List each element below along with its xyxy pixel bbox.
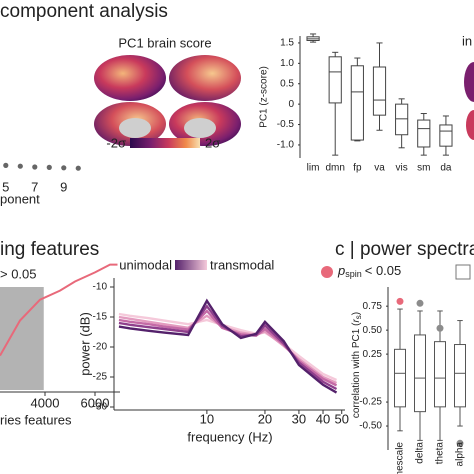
x-tick-label: 30 (292, 411, 306, 426)
y-tick-label: -10 (93, 282, 108, 293)
x-tick-label: sm (417, 163, 430, 174)
y-axis-label: power (dB) (77, 312, 92, 376)
x-tick-label: dmn (325, 163, 344, 174)
y-label-start: correlation with PC1 ( (351, 322, 362, 418)
panel-title: c | power spectra (335, 239, 474, 260)
outlier (456, 439, 464, 447)
colorbar-label: unimodal (119, 257, 172, 272)
box (350, 65, 364, 141)
box (434, 341, 446, 408)
point (17, 163, 23, 169)
x-tick-label: 7 (31, 179, 38, 194)
x-tick-label: fp (353, 163, 362, 174)
brain-maps (94, 55, 474, 146)
y-label-var: r (351, 319, 362, 323)
x-axis-label: frequency (Hz) (187, 429, 272, 444)
x-tick-label: 10 (200, 411, 214, 426)
point (61, 165, 67, 171)
box (394, 348, 406, 408)
legend-subscript: spin (345, 269, 362, 279)
legend-text: pspin < 0.05 (337, 263, 401, 279)
outlier (416, 299, 424, 307)
x-tick-label: theta (435, 442, 446, 465)
x-tick-label: 5 (2, 179, 9, 194)
x-tick-label: 9 (60, 179, 67, 194)
box (372, 66, 387, 116)
y-label-end: ) (351, 312, 362, 315)
box (328, 56, 342, 104)
point (46, 164, 52, 170)
y-tick-label: -0.50 (359, 421, 382, 432)
y-tick-label: 0.25 (363, 349, 383, 360)
curve (0, 263, 118, 357)
x-tick-label: alpha (455, 442, 466, 467)
panel-title: ing features (0, 239, 99, 260)
box (454, 344, 466, 408)
x-tick-label: da (440, 163, 452, 174)
x-tick-label: 40 (316, 411, 330, 426)
y-tick-label: 0.5 (280, 78, 294, 89)
brain-colorbar (130, 138, 200, 148)
y-tick-label: -20 (93, 342, 108, 353)
y-tick-label: 0.75 (363, 301, 383, 312)
x-tick-label: lim (307, 163, 320, 174)
x-tick-label: 20 (258, 411, 272, 426)
brain-title: PC1 brain score (118, 35, 211, 50)
y-tick-label: 0 (288, 99, 294, 110)
y-tick-label: -0.25 (359, 397, 382, 408)
box (395, 103, 409, 136)
x-tick-label: vis (396, 163, 408, 174)
spectrum-line (118, 298, 338, 394)
legend-symbol: p (337, 263, 345, 278)
outlier (436, 324, 444, 332)
y-tick-label: -30 (93, 402, 108, 413)
box (417, 119, 431, 148)
y-label-sub: s (354, 315, 363, 319)
point (32, 164, 38, 170)
colorbar-max: 2σ (205, 135, 220, 150)
legend-threshold: < 0.05 (365, 263, 402, 278)
box (439, 124, 453, 147)
box (414, 334, 426, 413)
y-tick-label: -0.5 (277, 119, 295, 130)
x-tick-label: 4000 (31, 395, 60, 410)
y-tick-label: -1.0 (277, 140, 295, 151)
point (75, 165, 81, 171)
colorbar (175, 260, 207, 270)
legend-box (455, 264, 471, 280)
colorbar-min: -2σ (106, 135, 126, 150)
y-tick-label: -25 (93, 372, 108, 383)
x-tick-label: 50 (334, 411, 348, 426)
x-tick-label: va (374, 163, 385, 174)
y-tick-label: 0.50 (363, 325, 383, 336)
panel-title: component analysis (0, 1, 168, 22)
spectrum-line (118, 312, 338, 382)
x-tick-label: delta (415, 442, 426, 464)
x-tick-label: 6000 (81, 395, 110, 410)
y-tick-label: -15 (93, 312, 108, 323)
x-tick-label: timescale (395, 442, 406, 474)
y-axis-label: PC1 (z-score) (259, 66, 270, 128)
outlier (396, 297, 404, 305)
x-axis-label: ries features (0, 412, 72, 427)
panel-subtitle: > 0.05 (0, 266, 37, 281)
x-axis-label: ponent (0, 191, 40, 206)
y-tick-label: 1.5 (280, 38, 294, 49)
y-axis-label: correlation with PC1 (rs) (351, 312, 363, 418)
colorbar-label: transmodal (210, 257, 274, 272)
point (3, 162, 9, 168)
legend-marker (321, 266, 333, 278)
y-tick-label: 1.0 (280, 58, 294, 69)
cropped-panel-label: in (462, 33, 472, 48)
